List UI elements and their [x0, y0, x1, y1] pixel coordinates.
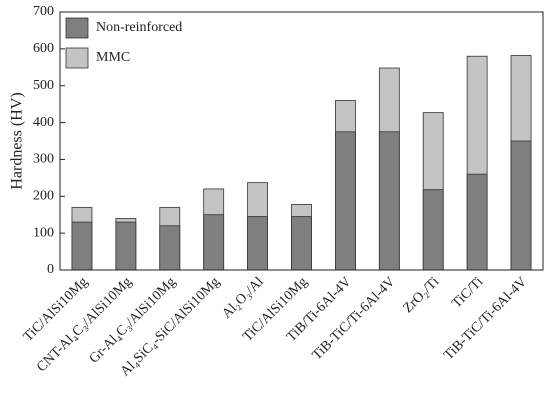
- bar: [203, 214, 225, 271]
- bar: [247, 216, 268, 271]
- y-axis-label: Hardness (HV): [9, 92, 26, 189]
- legend-swatch: [65, 17, 89, 39]
- y-tick-label: 200: [33, 189, 54, 204]
- y-tick-label: 300: [33, 152, 54, 167]
- plot-frame: [59, 11, 544, 271]
- legend-label: Non-reinforced: [96, 20, 182, 35]
- bar: [466, 173, 488, 271]
- bar: [422, 189, 444, 271]
- bar: [159, 225, 181, 271]
- x-tick-label: TiB-TiC/Ti-6Al-4V: [310, 274, 399, 363]
- bar: [335, 131, 356, 271]
- bar: [115, 221, 137, 271]
- x-tick-label: ZrO₂/Ti: [401, 274, 443, 316]
- y-tick-label: 400: [33, 115, 54, 130]
- y-tick-label: 100: [33, 225, 54, 240]
- x-tick-label: TiB-TiC/Ti-6Al-4V: [441, 274, 530, 363]
- legend-label: MMC: [96, 50, 130, 65]
- bar: [291, 216, 312, 271]
- y-tick-label: 700: [33, 4, 54, 19]
- x-tick-label: TiC/Ti: [449, 274, 486, 311]
- bar: [510, 140, 532, 271]
- bar: [378, 131, 400, 271]
- y-tick-label: 600: [33, 41, 54, 56]
- bar: [71, 221, 93, 271]
- y-tick-label: 0: [47, 262, 54, 277]
- legend-swatch: [65, 47, 89, 69]
- y-tick-label: 500: [33, 78, 54, 93]
